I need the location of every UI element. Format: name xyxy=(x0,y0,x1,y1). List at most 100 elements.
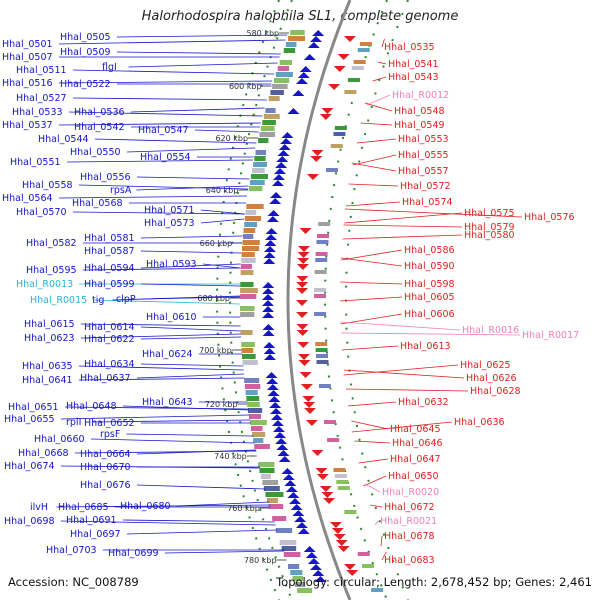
gene-block-forward xyxy=(272,84,288,89)
gene-arrow-forward xyxy=(266,378,279,384)
gene-arrow-forward xyxy=(285,486,298,492)
gene-block-forward xyxy=(243,228,256,233)
feature-label-right: Hhal_0672 xyxy=(384,502,435,513)
feature-label-left: Hhal_0564 xyxy=(2,193,53,204)
gene-block-forward xyxy=(288,564,300,569)
gene-block-reverse xyxy=(318,222,331,226)
label-connector-right xyxy=(366,94,391,106)
label-connector-left xyxy=(136,484,266,490)
feature-label-right: Hhal_0645 xyxy=(390,424,441,435)
gene-block-forward xyxy=(241,348,254,353)
gene-arrow-forward xyxy=(277,150,290,156)
gene-block-reverse xyxy=(314,270,327,274)
gene-arrow-reverse xyxy=(297,252,310,258)
gene-arrow-forward xyxy=(271,420,284,426)
gene-arrow-forward xyxy=(277,450,290,456)
label-connector-left xyxy=(58,122,261,126)
feature-label-left: Hhal_0550 xyxy=(70,147,121,158)
gene-arrow-forward xyxy=(264,246,277,252)
gene-block-forward xyxy=(248,186,263,191)
gene-block-forward xyxy=(249,420,267,425)
gene-arrow-reverse xyxy=(296,312,309,318)
feature-label-right: Hhal_0613 xyxy=(400,341,451,352)
feature-label-right: Hhal_R0016 xyxy=(462,325,519,336)
gene-arrow-forward xyxy=(269,198,282,204)
feature-label-left: Hhal_0582 xyxy=(26,238,77,249)
gene-block-forward xyxy=(281,546,297,551)
feature-label-left: Hhal_0641 xyxy=(22,375,73,386)
gene-arrow-forward xyxy=(266,384,279,390)
label-connector-right xyxy=(352,154,397,166)
gene-arrow-forward xyxy=(297,528,310,534)
feature-label-right: Hhal_0678 xyxy=(384,531,435,542)
feature-label-left: Hhal_0587 xyxy=(84,246,135,257)
gene-block-reverse xyxy=(316,354,329,358)
gene-arrow-forward xyxy=(292,90,305,96)
gene-block-reverse xyxy=(357,48,370,52)
label-connector-left xyxy=(126,529,278,535)
label-connector-left xyxy=(128,62,278,68)
gene-block-forward xyxy=(279,60,292,65)
label-connector-right xyxy=(340,332,521,336)
gene-block-forward xyxy=(260,126,275,131)
genome-title: Halorhodospira halophila SL1, complete g… xyxy=(141,9,459,24)
gene-arrow-forward xyxy=(299,66,312,72)
gene-arrow-reverse xyxy=(344,36,357,42)
tick-label: 680 kbp xyxy=(197,294,230,303)
gene-arrow-forward xyxy=(305,552,318,558)
gene-arrow-forward xyxy=(262,324,275,330)
gene-arrow-forward xyxy=(263,348,276,354)
gene-arrow-reverse xyxy=(303,402,316,408)
gene-arrow-forward xyxy=(281,132,294,138)
gene-block-forward xyxy=(259,132,276,137)
label-connector-right xyxy=(344,208,523,218)
gene-arrow-forward xyxy=(295,78,308,84)
label-connector-left xyxy=(202,263,241,269)
gene-arrow-forward xyxy=(262,294,275,300)
feature-label-left: Hhal_0674 xyxy=(4,461,55,472)
genome-summary-text: Topology: circular; Length: 2,678,452 bp… xyxy=(276,575,592,589)
gene-block-forward xyxy=(242,360,258,365)
gene-arrow-forward xyxy=(281,468,294,474)
label-connector-left xyxy=(126,433,254,437)
gene-arrow-reverse xyxy=(300,384,313,390)
feature-label-left: Hhal_0570 xyxy=(16,207,67,218)
label-connector-left xyxy=(72,69,275,75)
feature-label-right: Hhal_0598 xyxy=(404,279,455,290)
gene-arrow-reverse xyxy=(333,534,346,540)
feature-label-left: Hhal_0615 xyxy=(24,319,75,330)
tick-label: 580 kbp xyxy=(247,29,280,38)
label-connector-left xyxy=(92,419,251,423)
gene-arrow-reverse xyxy=(305,420,318,426)
gene-block-forward xyxy=(244,216,262,221)
gene-block-forward xyxy=(297,588,313,593)
gene-arrow-reverse xyxy=(296,330,309,336)
feature-label-right: Hhal_R0012 xyxy=(392,90,449,101)
gene-block-reverse xyxy=(344,510,357,514)
gene-block-forward xyxy=(268,96,280,101)
gene-arrow-forward xyxy=(287,492,300,498)
gene-arrow-forward xyxy=(312,570,325,576)
label-connector-layer xyxy=(56,34,523,561)
label-connector-left xyxy=(80,323,241,327)
label-connector-left xyxy=(78,365,244,371)
label-connector-right xyxy=(341,345,399,351)
label-connector-left xyxy=(140,250,242,254)
gene-arrow-reverse xyxy=(316,474,329,480)
label-connector-right xyxy=(344,212,463,224)
label-connector-left xyxy=(78,377,245,381)
gene-arrow-reverse xyxy=(315,468,328,474)
label-connector-left xyxy=(194,129,259,133)
backbone-line xyxy=(286,0,352,600)
gene-block-forward xyxy=(242,246,260,251)
gene-arrow-reverse xyxy=(304,408,317,414)
accession-text: Accession: NC_008789 xyxy=(8,575,139,589)
gene-block-forward xyxy=(248,414,261,419)
gene-block-forward xyxy=(263,114,280,119)
gene-block-forward xyxy=(258,138,269,143)
label-connector-left xyxy=(164,550,285,554)
gene-arrow-forward xyxy=(264,240,277,246)
feature-label-left: Hhal_0581 xyxy=(84,233,135,244)
gene-arrow-reverse xyxy=(298,360,311,366)
